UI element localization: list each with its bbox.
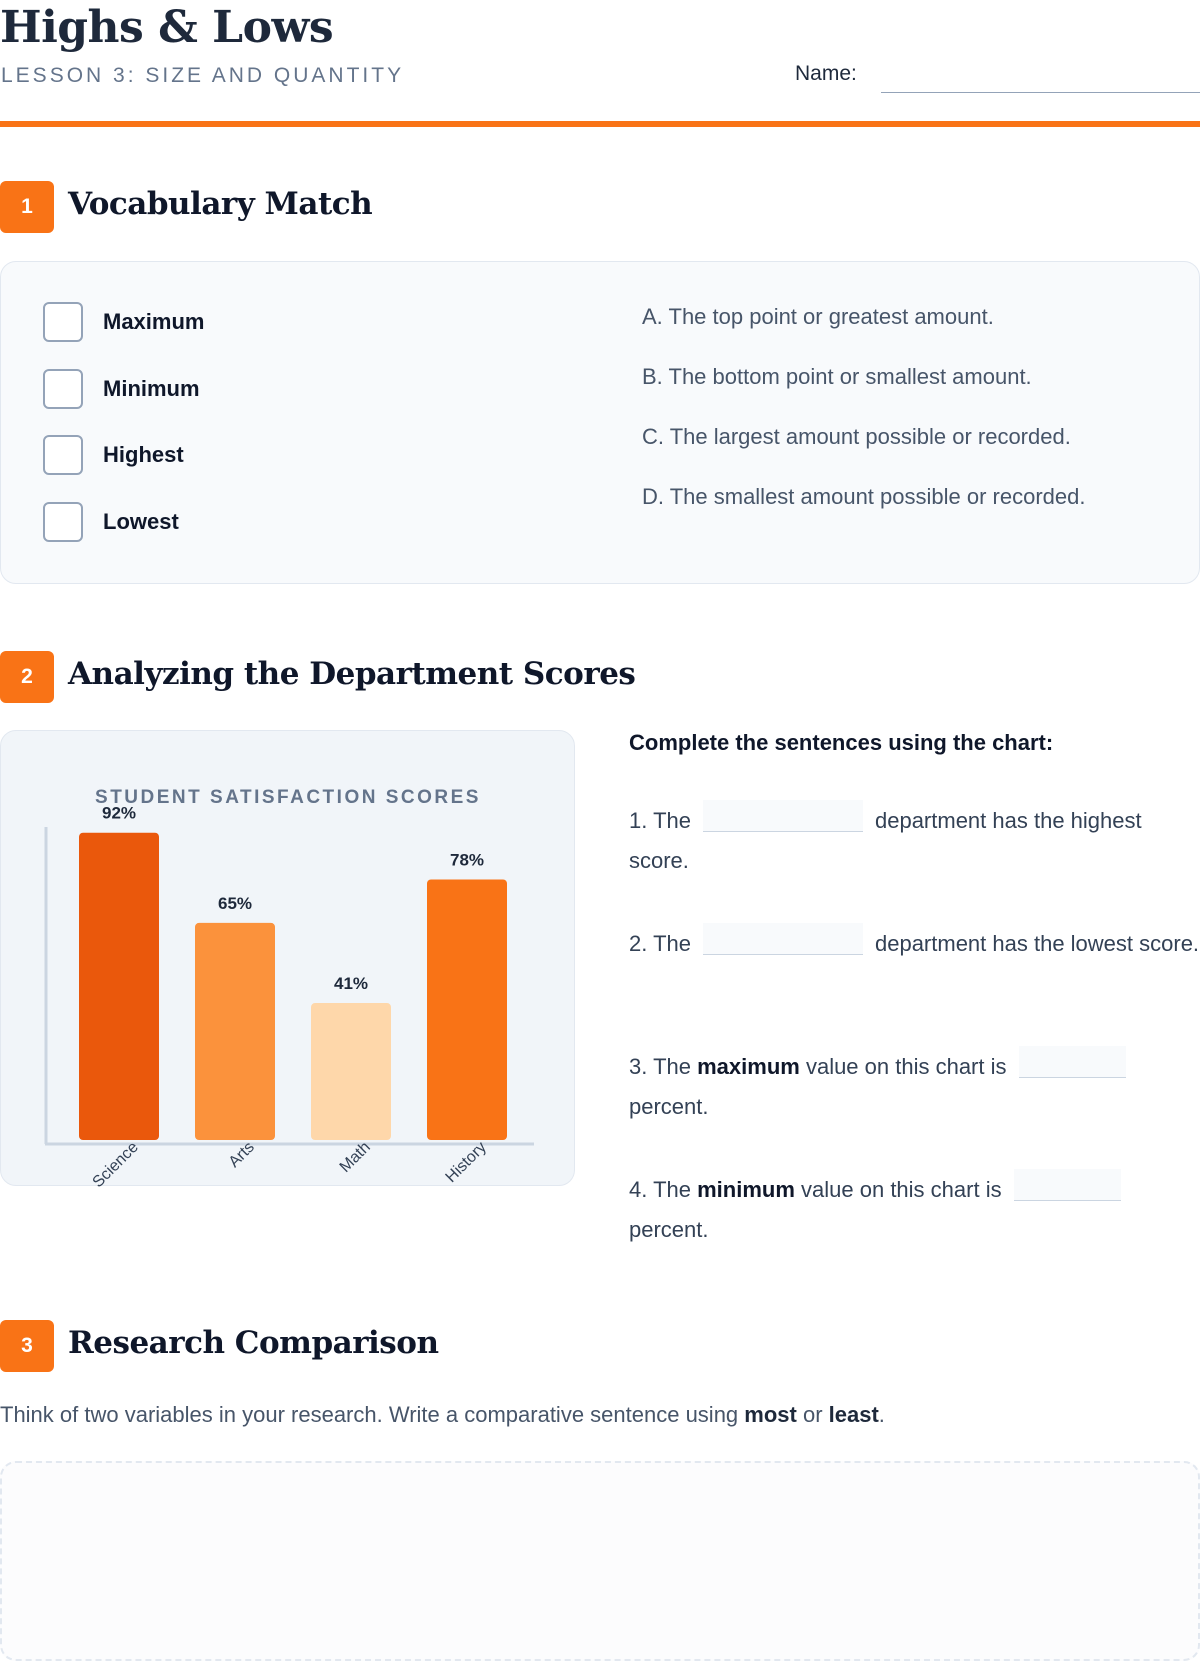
section-title: Analyzing the Department Scores: [68, 656, 636, 692]
lesson-subtitle: LESSON 3: SIZE AND QUANTITY: [1, 64, 405, 87]
worksheet-title: Highs & Lows: [0, 2, 334, 53]
prompt-text: Think of two variables in your research.…: [0, 1402, 745, 1427]
answer-blank[interactable]: [702, 800, 863, 832]
sentence-3: 3. The maximum value on this chart is per…: [629, 1046, 1200, 1127]
sentence-4: 4. The minimum value on this chart is per…: [629, 1169, 1200, 1250]
answer-blank[interactable]: [1013, 1169, 1121, 1201]
value-label: 92%: [102, 804, 136, 823]
sentence-text: value on this chart is: [805, 1054, 1007, 1079]
term-label: Highest: [103, 442, 184, 467]
chart-card: STUDENT SATISFACTION SCORES 92% Science 65…: [0, 730, 575, 1187]
bold-term: least: [828, 1402, 879, 1427]
name-label: Name:: [795, 62, 857, 85]
sentence-text: percent.: [629, 1217, 709, 1242]
prompt-text: .: [878, 1402, 885, 1427]
section-number-badge: 2: [0, 651, 54, 703]
bar-science: [79, 832, 159, 1140]
term-item: Minimum: [43, 369, 200, 409]
chart-title: STUDENT SATISFACTION SCORES: [95, 787, 481, 808]
answer-blank[interactable]: [702, 923, 863, 955]
sentence-1: 1. The department has the highest score.: [629, 800, 1200, 881]
research-prompt: Think of two variables in your research.…: [0, 1402, 885, 1428]
section-title: Research Comparison: [68, 1325, 439, 1361]
section-title: Vocabulary Match: [68, 186, 373, 222]
answer-blank[interactable]: [1018, 1046, 1126, 1078]
name-input[interactable]: [881, 92, 1200, 93]
checkbox[interactable]: [43, 435, 83, 475]
checkbox[interactable]: [43, 369, 83, 409]
term-label: Minimum: [103, 376, 200, 401]
sentence-text: department has the highest score.: [629, 808, 1142, 873]
bold-term: maximum: [697, 1054, 800, 1079]
term-label: Maximum: [103, 309, 205, 334]
vocabulary-card: Maximum Minimum Highest Lowest A. The to…: [0, 261, 1200, 584]
bar-chart: STUDENT SATISFACTION SCORES 92% Science 65…: [44, 787, 534, 1187]
prompt-text: or: [796, 1402, 829, 1427]
sentence-text: percent.: [629, 1094, 709, 1119]
bold-term: minimum: [697, 1177, 795, 1202]
bar-arts: [195, 922, 275, 1140]
value-label: 78%: [450, 850, 484, 869]
definition: A. The top point or greatest amount.: [642, 304, 994, 329]
term-label: Lowest: [103, 509, 179, 534]
checkbox[interactable]: [43, 302, 83, 342]
value-label: 65%: [218, 894, 252, 913]
checkbox[interactable]: [43, 502, 83, 542]
bold-term: most: [744, 1402, 797, 1427]
answer-textarea[interactable]: [0, 1461, 1200, 1661]
bar-math: [311, 1003, 391, 1140]
term-item: Maximum: [43, 302, 204, 342]
definition: B. The bottom point or smallest amount.: [642, 364, 1032, 389]
instructions: Complete the sentences using the chart:: [629, 730, 1054, 755]
sentence-text: department has the lowest score.: [874, 931, 1200, 956]
sentence-text: 4. The: [629, 1177, 691, 1202]
header-divider: [0, 121, 1200, 127]
section-number-badge: 3: [0, 1320, 54, 1372]
category-label: History: [443, 1139, 490, 1186]
definition: C. The largest amount possible or record…: [642, 424, 1071, 449]
value-label: 41%: [334, 974, 368, 993]
sentence-text: 2. The: [629, 931, 691, 956]
term-item: Highest: [43, 435, 184, 475]
sentence-text: value on this chart is: [801, 1177, 1002, 1202]
definition: D. The smallest amount possible or recor…: [642, 484, 1086, 509]
category-label: Science: [90, 1139, 142, 1187]
sentence-text: 3. The: [629, 1054, 691, 1079]
term-item: Lowest: [43, 502, 179, 542]
section-number-badge: 1: [0, 181, 54, 233]
sentence-2: 2. The department has the lowest score.: [629, 923, 1200, 964]
bar-history: [427, 879, 507, 1140]
sentence-text: 1. The: [629, 808, 691, 833]
